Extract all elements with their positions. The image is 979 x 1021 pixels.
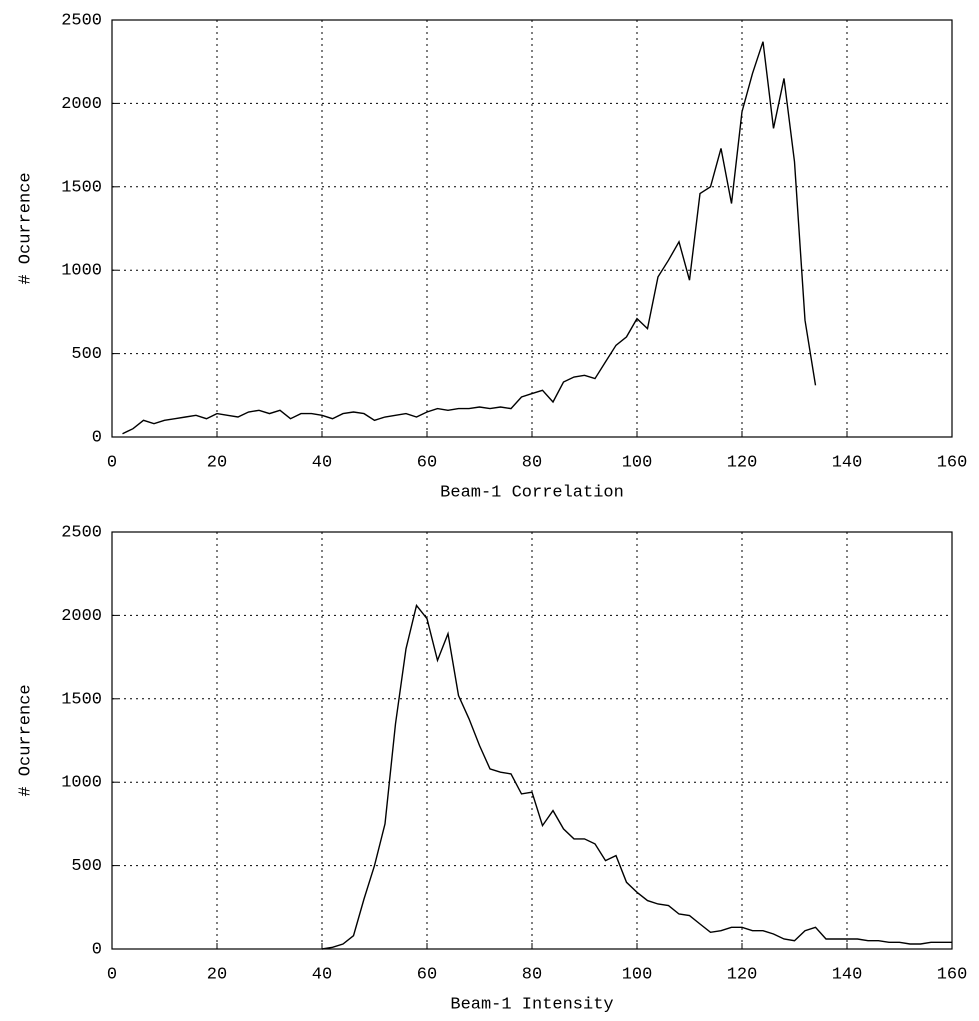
x-tick-label: 40: [312, 965, 332, 984]
y-tick-label: 0: [92, 940, 102, 959]
x-tick-label: 0: [107, 453, 117, 472]
y-tick-label: 1500: [61, 178, 102, 197]
x-tick-label: 160: [937, 453, 968, 472]
x-tick-label: 140: [832, 965, 863, 984]
x-axis-label: Beam-1 Correlation: [440, 483, 624, 502]
y-tick-label: 1000: [61, 262, 102, 281]
x-tick-label: 60: [417, 453, 437, 472]
y-tick-label: 500: [71, 857, 102, 876]
x-tick-label: 20: [207, 453, 227, 472]
y-tick-label: 2500: [61, 11, 102, 30]
x-axis-label: Beam-1 Intensity: [450, 995, 613, 1014]
plot-frame: [111, 19, 953, 438]
y-tick-label: 1500: [61, 690, 102, 709]
x-tick-label: 120: [727, 453, 758, 472]
x-tick-label: 40: [312, 453, 332, 472]
y-tick-label: 1000: [61, 774, 102, 793]
x-tick-label: 80: [522, 965, 542, 984]
y-axis-label: # Ocurrence: [16, 684, 35, 796]
y-axis-label: # Ocurrence: [16, 172, 35, 284]
data-line: [321, 603, 952, 950]
y-tick-label: 500: [71, 345, 102, 364]
x-tick-label: 80: [522, 453, 542, 472]
plot-frame: [111, 531, 953, 950]
x-tick-label: 120: [727, 965, 758, 984]
y-tick-label: 2000: [61, 95, 102, 114]
data-line: [122, 41, 817, 435]
y-tick-label: 2000: [61, 607, 102, 626]
y-tick-label: 2500: [61, 523, 102, 542]
y-tick-label: 0: [92, 428, 102, 447]
x-tick-label: 160: [937, 965, 968, 984]
x-tick-label: 100: [622, 453, 653, 472]
x-tick-label: 140: [832, 453, 863, 472]
x-tick-label: 100: [622, 965, 653, 984]
x-tick-label: 60: [417, 965, 437, 984]
x-tick-label: 20: [207, 965, 227, 984]
x-tick-label: 0: [107, 965, 117, 984]
